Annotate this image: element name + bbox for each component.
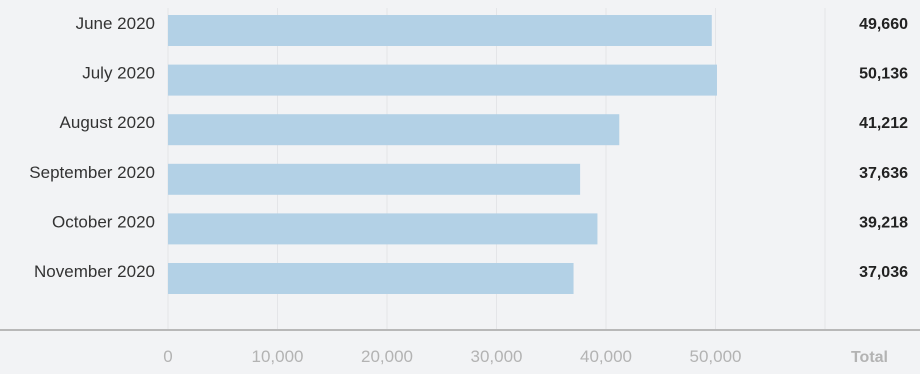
bar [168,163,581,195]
total-column-label: Total [851,349,888,366]
value-label: 37,636 [859,165,908,182]
x-tick-labels: 0 10,000 20,000 30,000 40,000 50,000 [163,347,741,366]
category-labels: June 2020 July 2020 August 2020 September 2… [29,14,155,281]
x-tick-label: 50,000 [690,347,742,366]
bar [168,213,598,245]
x-tick-label: 10,000 [252,347,304,366]
x-tick-label: 30,000 [471,347,523,366]
category-label: July 2020 [82,64,155,83]
x-tick-label: 0 [163,347,172,366]
bar [168,64,717,96]
value-label: 50,136 [859,66,908,83]
category-label: October 2020 [52,212,155,231]
x-tick-label: 20,000 [361,347,413,366]
value-label: 41,212 [859,115,908,132]
value-label: 39,218 [859,214,908,231]
category-label: June 2020 [76,14,155,33]
value-label: 49,660 [859,16,908,33]
x-tick-label: 40,000 [580,347,632,366]
bars [168,15,717,294]
bar [168,15,712,46]
category-label: November 2020 [34,262,155,281]
category-label: August 2020 [60,113,155,132]
value-label: 37,036 [859,264,908,281]
bar [168,263,574,294]
category-label: September 2020 [29,163,155,182]
value-labels: 49,660 50,136 41,212 37,636 39,218 37,036 [859,16,908,281]
bar [168,114,620,146]
